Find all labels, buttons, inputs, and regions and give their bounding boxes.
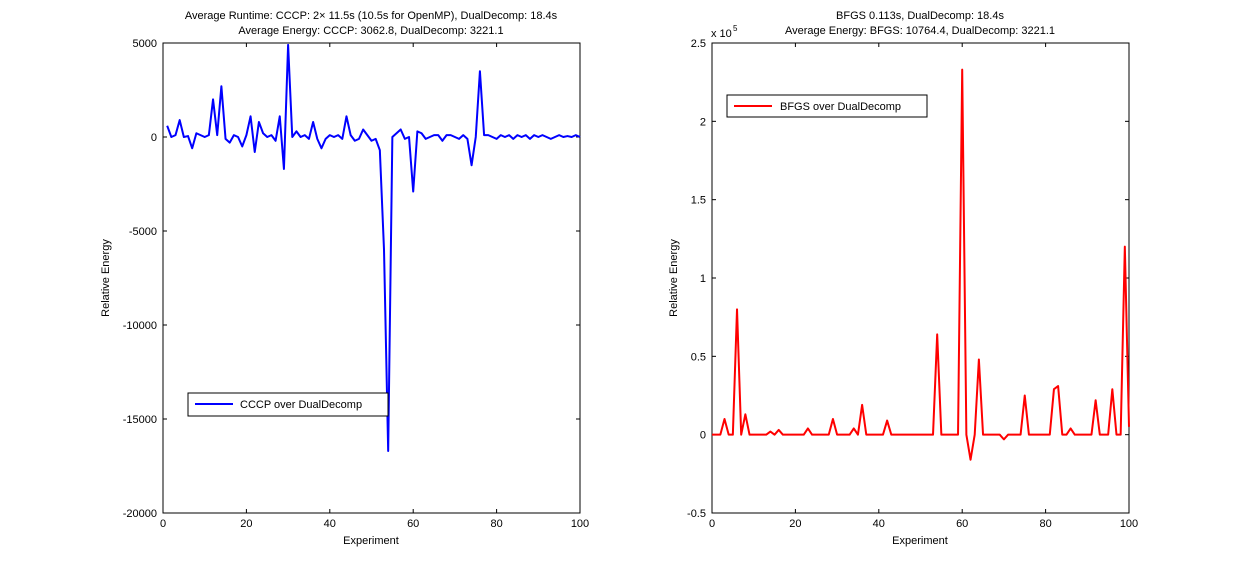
y-tick-label: 1	[700, 273, 706, 285]
y-tick-label: -0.5	[687, 508, 706, 520]
y-ticks: -20000 -15000 -10000 -5000 0 5000	[123, 38, 580, 520]
chart-bfgs: BFGS 0.113s, DualDecomp: 18.4s Average E…	[668, 10, 1138, 547]
y-exponent-power: 5	[733, 24, 738, 33]
x-tick-label: 100	[571, 518, 589, 530]
y-tick-label: -5000	[129, 226, 157, 238]
legend-box	[187, 392, 389, 417]
y-tick-label: 1.5	[691, 195, 706, 207]
legend-box	[726, 94, 928, 118]
legend: CCCP over DualDecomp	[187, 392, 389, 417]
y-tick-label: -20000	[123, 508, 157, 520]
x-tick-label: 40	[324, 518, 336, 530]
series-line	[166, 43, 581, 452]
x-tick-label: 80	[1039, 518, 1051, 530]
x-ticks: 0 20 40 60 80 100	[709, 43, 1138, 530]
x-tick-label: 80	[490, 518, 502, 530]
y-tick-label: 0	[151, 132, 157, 144]
y-tick-label: 5000	[133, 38, 157, 50]
x-ticks: 0 20 40 60 80 100	[160, 43, 589, 530]
x-tick-label: 60	[407, 518, 419, 530]
x-tick-label: 20	[789, 518, 801, 530]
y-tick-label: 0.5	[691, 351, 706, 363]
y-tick-label: -15000	[123, 414, 157, 426]
legend: BFGS over DualDecomp	[726, 94, 928, 118]
x-tick-label: 60	[956, 518, 968, 530]
series-line	[712, 68, 1130, 461]
x-tick-label: 40	[873, 518, 885, 530]
series-group	[712, 68, 1130, 461]
chart-cccp: Average Runtime: CCCP: 2× 11.5s (10.5s f…	[100, 10, 589, 547]
y-tick-label: 2	[700, 116, 706, 128]
chart-title-line2: Average Energy: CCCP: 3062.8, DualDecomp…	[238, 25, 503, 37]
chart-title-line1: Average Runtime: CCCP: 2× 11.5s (10.5s f…	[185, 10, 558, 22]
legend-label: CCCP over DualDecomp	[240, 399, 362, 411]
y-tick-label: 0	[700, 430, 706, 442]
x-axis-label: Experiment	[343, 535, 399, 547]
x-tick-label: 100	[1120, 518, 1138, 530]
y-axis-label: Relative Energy	[100, 239, 112, 317]
x-tick-label: 20	[240, 518, 252, 530]
x-tick-label: 0	[709, 518, 715, 530]
x-tick-label: 0	[160, 518, 166, 530]
legend-label: BFGS over DualDecomp	[780, 101, 901, 113]
y-axis-label: Relative Energy	[668, 239, 680, 317]
y-tick-label: -10000	[123, 320, 157, 332]
chart-title-line2: Average Energy: BFGS: 10764.4, DualDecom…	[785, 25, 1055, 37]
y-ticks: -0.5 0 0.5 1 1.5 2 2.5	[687, 38, 1129, 520]
y-exponent-label: x 10	[711, 28, 732, 40]
y-tick-label: 2.5	[691, 38, 706, 50]
x-axis-label: Experiment	[892, 535, 948, 547]
series-group	[166, 43, 581, 452]
chart-title-line1: BFGS 0.113s, DualDecomp: 18.4s	[836, 10, 1004, 22]
plot-area	[162, 42, 581, 514]
